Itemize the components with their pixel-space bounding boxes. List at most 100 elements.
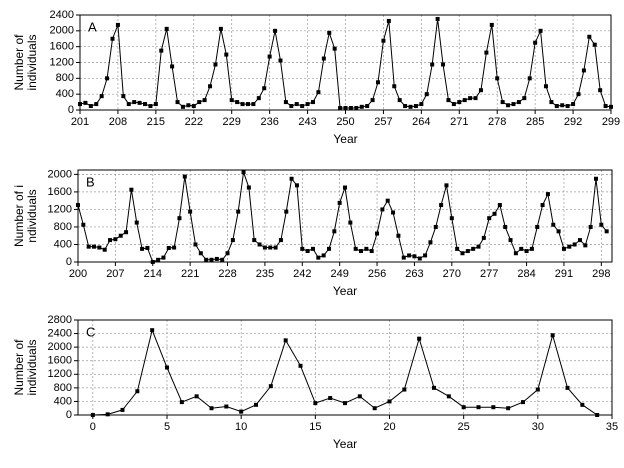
point: [508, 238, 513, 243]
point: [175, 100, 180, 105]
point: [484, 50, 489, 55]
point: [88, 104, 93, 109]
point: [316, 255, 321, 260]
point: [241, 170, 246, 175]
point: [145, 245, 150, 250]
point: [423, 253, 428, 258]
x-tick-label: 284: [517, 268, 535, 280]
point: [465, 249, 470, 254]
y-tick-label: 2000: [48, 341, 72, 353]
point: [572, 242, 577, 247]
point: [417, 336, 422, 341]
point: [332, 46, 337, 51]
point: [251, 102, 256, 107]
point: [387, 399, 392, 404]
point: [90, 413, 95, 417]
x-tick-label: 207: [106, 268, 124, 280]
point: [202, 98, 207, 103]
point: [177, 216, 182, 221]
y-axis-title: Number of i: [12, 185, 26, 247]
point: [446, 394, 451, 399]
x-tick-label: 242: [293, 268, 311, 280]
y-tick-label: 400: [56, 88, 74, 100]
point: [521, 400, 525, 405]
point: [533, 40, 538, 45]
y-axis-title: Number of: [12, 34, 26, 91]
point: [386, 18, 391, 23]
point: [76, 203, 80, 208]
point: [354, 106, 359, 111]
point: [343, 401, 347, 406]
point: [94, 102, 99, 107]
point: [326, 246, 331, 251]
point: [143, 102, 148, 107]
point: [236, 209, 241, 214]
y-tick-label: 1600: [48, 355, 72, 367]
point: [519, 246, 524, 251]
point: [159, 48, 164, 53]
point: [481, 235, 486, 240]
point: [300, 104, 305, 109]
point: [262, 86, 267, 91]
x-tick-label: 264: [412, 116, 430, 128]
point: [609, 104, 613, 109]
x-tick-label: 257: [374, 116, 392, 128]
point: [476, 244, 481, 249]
point: [105, 412, 110, 417]
point: [209, 257, 214, 262]
y-tick-label: 1600: [48, 186, 72, 198]
point: [273, 245, 278, 250]
x-tick-label: 228: [218, 268, 236, 280]
point: [407, 253, 412, 258]
point: [433, 224, 438, 229]
point: [337, 200, 342, 205]
point: [402, 387, 407, 392]
point: [197, 100, 202, 105]
point: [137, 100, 142, 105]
point: [316, 90, 321, 95]
point: [565, 385, 570, 390]
point: [161, 255, 166, 260]
x-axis-title: Year: [333, 284, 357, 298]
point: [239, 409, 244, 414]
panel-label: A: [88, 19, 97, 34]
point: [540, 203, 545, 208]
point: [153, 102, 158, 107]
point: [556, 229, 561, 234]
point: [310, 246, 315, 251]
point: [348, 220, 353, 225]
point: [391, 210, 396, 215]
y-tick-label: 800: [56, 72, 74, 84]
point: [229, 98, 234, 103]
point: [428, 240, 433, 245]
point: [305, 249, 310, 254]
point: [471, 246, 476, 251]
point: [491, 405, 496, 410]
point: [194, 394, 199, 399]
point: [364, 246, 369, 251]
point: [193, 242, 198, 247]
point: [581, 68, 586, 73]
point: [283, 338, 288, 343]
point: [321, 56, 326, 61]
point: [209, 406, 214, 411]
point: [365, 104, 370, 109]
point: [435, 16, 440, 21]
point: [506, 103, 511, 108]
point: [353, 246, 358, 251]
point: [273, 28, 278, 33]
point: [592, 42, 597, 47]
point: [506, 406, 511, 411]
point: [305, 102, 310, 107]
y-axis-title: Number of: [12, 339, 26, 396]
x-axis-title: Year: [333, 437, 357, 451]
point: [97, 245, 102, 250]
x-tick-label: 5: [164, 421, 170, 433]
point: [369, 249, 374, 254]
point: [284, 209, 289, 214]
point: [535, 224, 540, 229]
point: [156, 257, 161, 262]
point: [115, 22, 120, 27]
point: [473, 96, 478, 101]
